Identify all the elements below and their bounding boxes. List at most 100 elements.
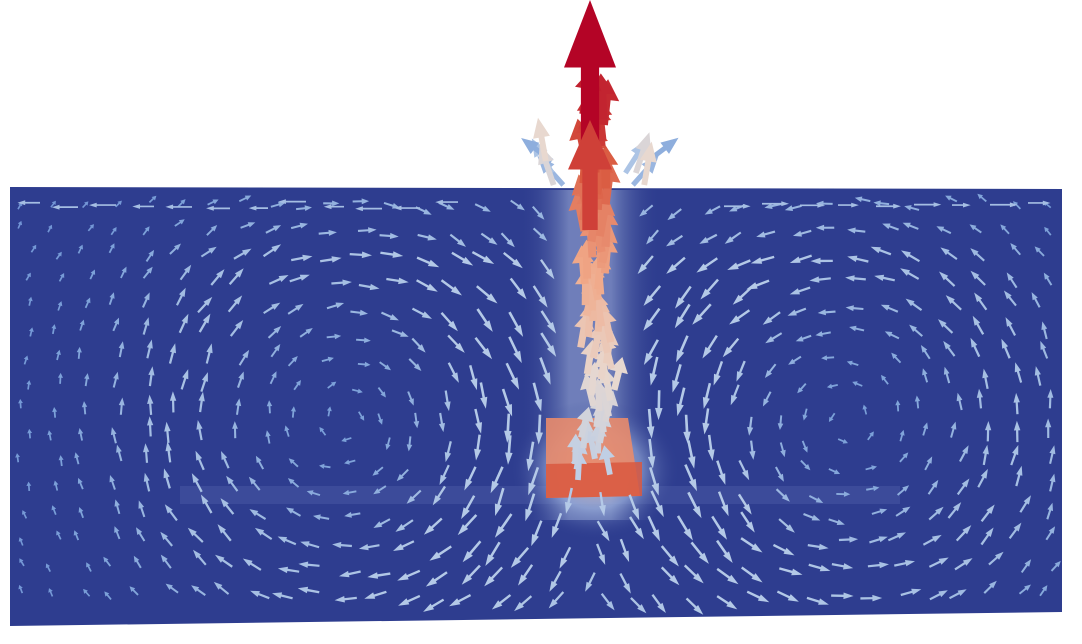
flow-arrow-icon (988, 551, 1004, 566)
flow-arrow-icon (808, 495, 824, 503)
flow-arrow-icon (50, 200, 56, 208)
flow-arrow-icon (882, 223, 899, 231)
flow-arrow-icon (240, 222, 256, 229)
flow-arrow-icon (326, 302, 345, 310)
flow-arrow-icon (411, 337, 426, 353)
flow-arrow-icon (148, 195, 157, 203)
flow-arrow-icon (676, 387, 686, 417)
flow-arrow-icon (19, 558, 25, 567)
flow-arrow-icon (600, 593, 615, 611)
flow-arrow-icon (807, 543, 829, 550)
flow-arrow-icon (732, 286, 753, 305)
flow-arrow-icon (639, 204, 654, 217)
flow-arrow-icon (148, 366, 155, 387)
flow-arrow-icon (165, 583, 179, 594)
flow-arrow-icon (133, 555, 142, 569)
flow-arrow-icon (980, 527, 994, 546)
flow-arrow-icon (213, 581, 230, 595)
flow-arrow-icon (548, 591, 565, 609)
flow-arrow-icon (341, 437, 352, 443)
flow-arrow-icon (938, 319, 954, 334)
plume-arrow-icon (576, 406, 594, 439)
flow-arrow-icon (696, 257, 718, 273)
surface-arrow-icon (393, 205, 420, 211)
flow-arrow-icon (920, 345, 931, 360)
flow-arrow-icon (1006, 272, 1018, 289)
flow-arrow-icon (950, 421, 957, 438)
flow-arrow-icon (358, 544, 380, 551)
flow-arrow-icon (797, 383, 807, 394)
flow-arrow-icon (393, 540, 415, 551)
flow-arrow-icon (440, 312, 458, 332)
flow-arrow-icon (1010, 243, 1021, 256)
flow-arrow-icon (76, 346, 82, 359)
flow-arrow-icon (210, 269, 225, 286)
flow-arrow-icon (321, 356, 334, 363)
flow-arrow-icon (1001, 338, 1011, 359)
flow-arrow-icon (540, 332, 557, 357)
flow-arrow-icon (643, 339, 659, 365)
flow-arrow-icon (852, 381, 863, 387)
flow-arrow-icon (874, 274, 895, 282)
flow-arrow-icon (713, 361, 724, 386)
flow-arrow-icon (447, 362, 459, 383)
flow-arrow-icon (976, 388, 983, 409)
flow-arrow-icon (928, 557, 949, 568)
surface-arrow-icon (165, 204, 192, 210)
flow-arrow-icon (738, 459, 750, 481)
flow-arrow-icon (395, 519, 414, 532)
flow-arrow-icon (983, 580, 997, 594)
flow-arrow-icon (200, 372, 208, 392)
flow-arrow-icon (970, 248, 985, 262)
flow-arrow-icon (922, 422, 928, 436)
flow-arrow-icon (845, 305, 864, 312)
flow-arrow-icon (18, 584, 24, 594)
flow-arrow-icon (277, 536, 297, 546)
flow-arrow-icon (272, 592, 293, 600)
flow-arrow-icon (146, 339, 153, 359)
flow-arrow-icon (1014, 362, 1023, 383)
flow-arrow-icon (200, 494, 213, 514)
flow-arrow-icon (959, 445, 969, 462)
flow-arrow-icon (266, 400, 273, 414)
flow-arrow-icon (423, 598, 445, 612)
flow-arrow-icon (846, 360, 859, 366)
flow-arrow-icon (267, 326, 282, 339)
flow-arrow-icon (461, 564, 481, 585)
flow-arrow-icon (821, 355, 835, 361)
flow-arrow-icon (762, 391, 772, 407)
splay-arrow-icon (533, 117, 550, 162)
flow-arrow-icon (675, 285, 692, 309)
flow-arrow-icon (193, 549, 207, 566)
flow-arrow-icon (899, 452, 909, 463)
flow-arrow-icon (220, 498, 235, 515)
flow-arrow-icon (1010, 445, 1019, 466)
flow-arrow-icon (110, 227, 117, 236)
flow-arrow-icon (180, 369, 189, 390)
flow-arrow-icon (945, 295, 962, 311)
surface-arrow-icon (914, 202, 942, 207)
flow-arrow-icon (413, 412, 420, 429)
flow-arrow-icon (227, 295, 243, 313)
flow-arrow-icon (928, 506, 944, 521)
flow-arrow-icon (1000, 224, 1010, 235)
flow-arrow-icon (25, 272, 31, 281)
flow-arrow-icon (397, 569, 421, 581)
flow-arrow-icon (525, 493, 536, 522)
flow-arrow-icon (23, 355, 29, 365)
flow-arrow-icon (1045, 526, 1056, 541)
flow-arrow-icon (147, 394, 154, 415)
flow-arrow-icon (200, 246, 217, 258)
flow-arrow-icon (351, 388, 363, 394)
surface-arrow-icon (51, 204, 78, 210)
flow-arrow-icon (831, 563, 854, 570)
flow-arrow-icon (439, 464, 450, 485)
flow-arrow-icon (649, 467, 659, 496)
flow-arrow-icon (84, 373, 90, 387)
flow-arrow-icon (764, 363, 777, 378)
flow-arrow-icon (480, 232, 498, 245)
flow-arrow-icon (1043, 272, 1053, 286)
flow-arrow-icon (1013, 392, 1020, 415)
flow-arrow-icon (474, 337, 493, 360)
flow-arrow-icon (206, 225, 218, 236)
